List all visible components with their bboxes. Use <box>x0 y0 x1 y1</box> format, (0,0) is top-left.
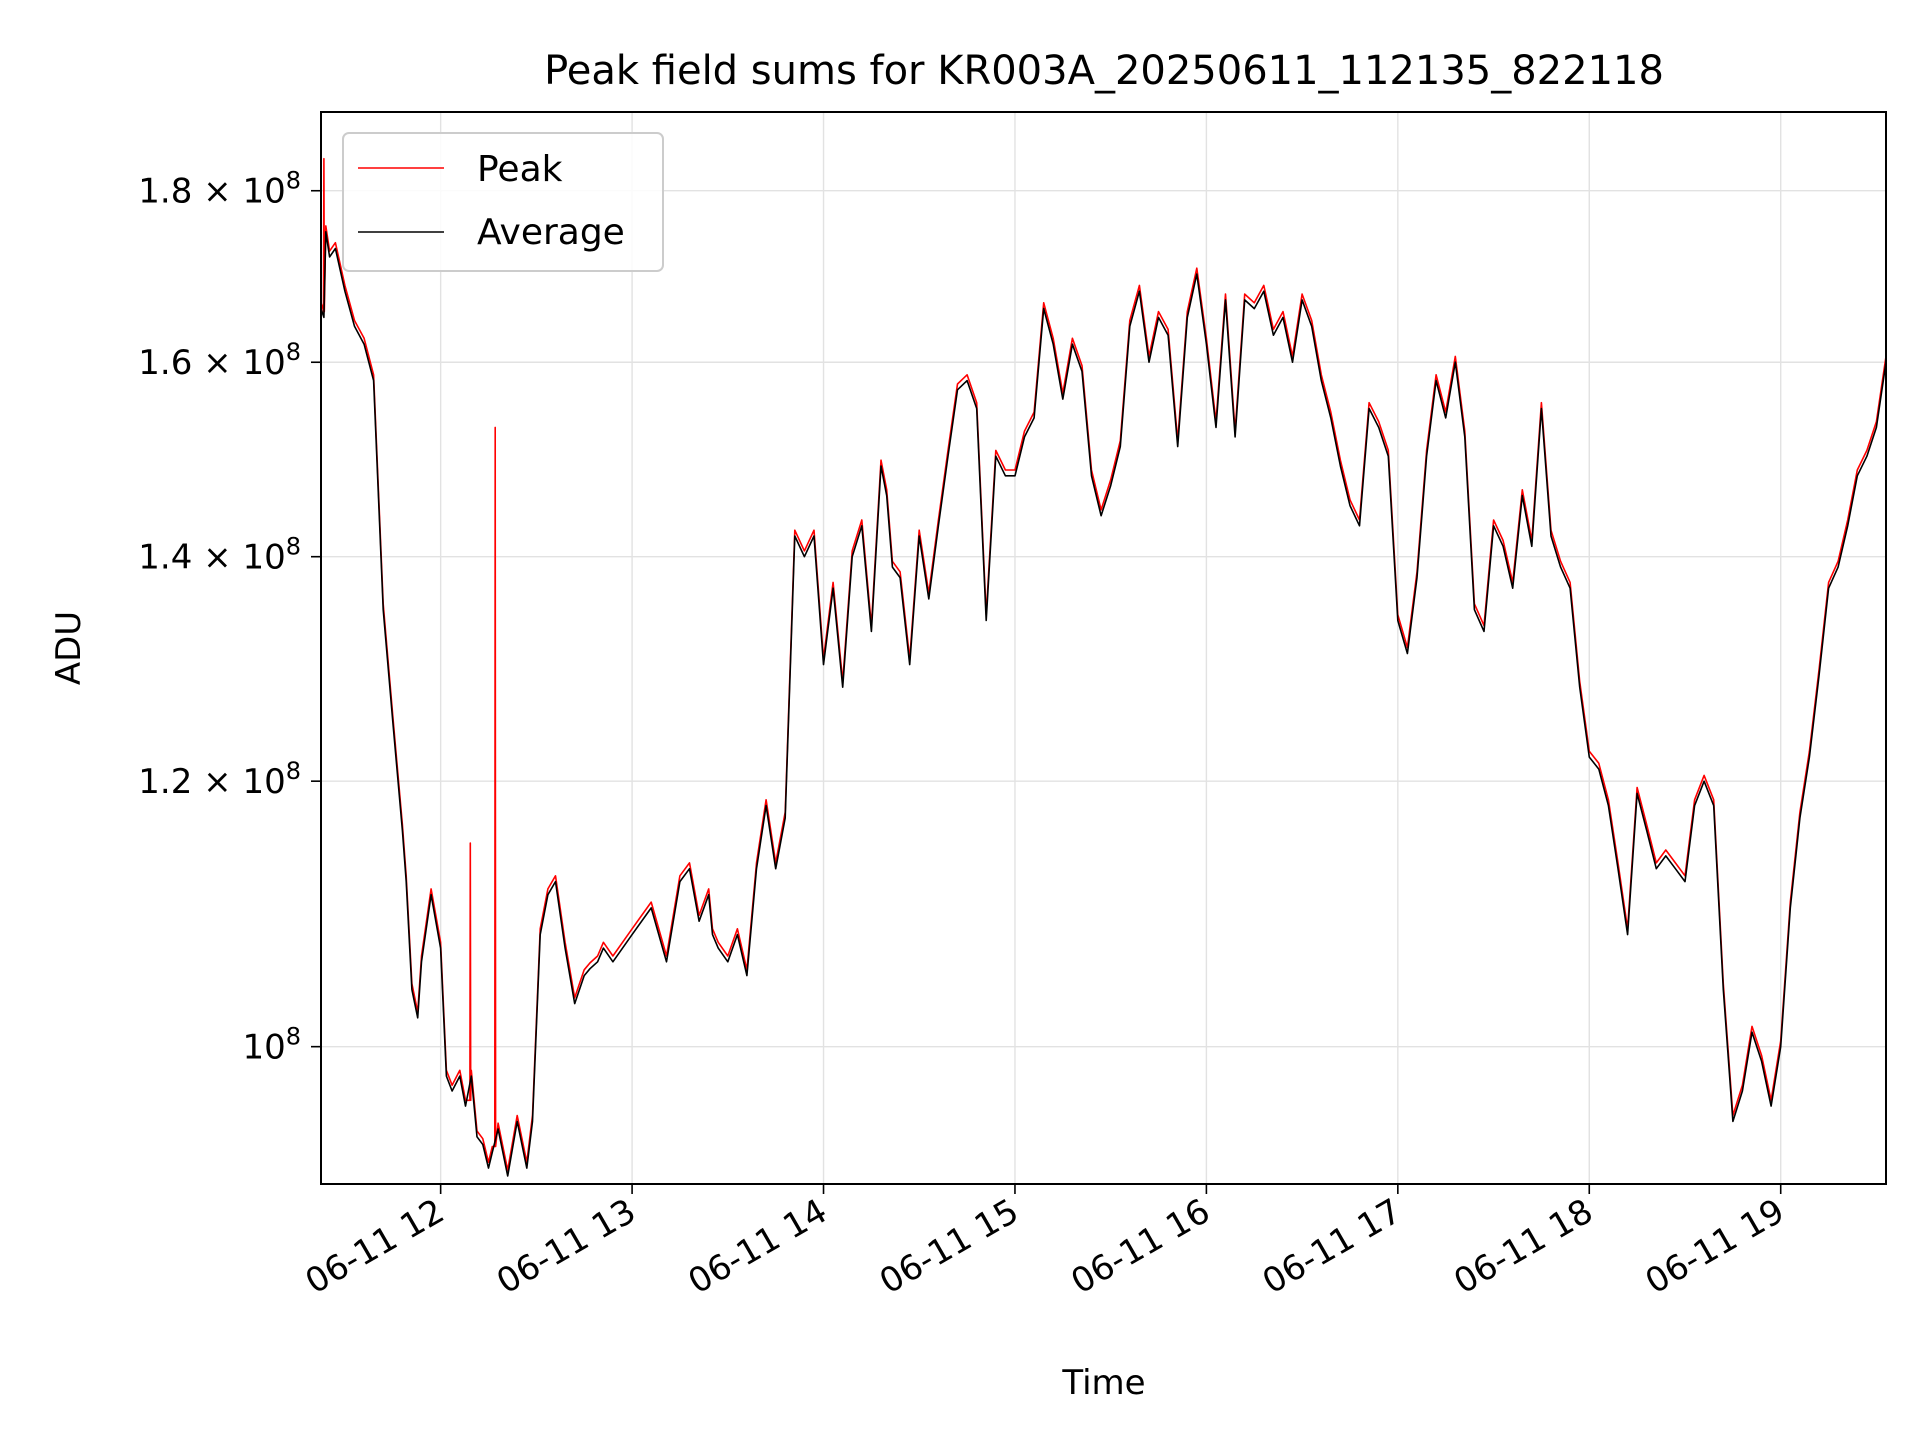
y-tick-label: 1.6 × 108 <box>138 338 301 383</box>
chart-title: Peak field sums for KR003A_20250611_1121… <box>544 48 1664 94</box>
series-line-average <box>320 231 1887 1177</box>
y-tick-base: 10 <box>242 172 285 212</box>
legend-average-label: Average <box>477 212 625 253</box>
y-tick-base: 10 <box>242 762 285 802</box>
x-axis-label: Time <box>1061 1363 1145 1403</box>
y-axis-label: ADU <box>49 611 89 685</box>
y-tick-exponent: 8 <box>286 533 301 561</box>
y-tick-mantissa: 1.8 × <box>138 172 242 212</box>
grid <box>321 112 1886 1184</box>
y-tick-exponent: 8 <box>286 1023 301 1051</box>
y-tick-label: 108 <box>242 1023 301 1068</box>
y-tick-label: 1.4 × 108 <box>138 533 301 578</box>
series-line-peak <box>320 157 1887 1171</box>
legend-peak-label: Peak <box>477 149 563 190</box>
y-tick-base: 10 <box>242 1028 285 1068</box>
axes-frame <box>320 111 1887 1185</box>
legend: Peak Average <box>342 132 664 272</box>
y-tick-mantissa: 1.4 × <box>138 538 242 578</box>
series-area <box>320 157 1887 1177</box>
y-tick-exponent: 8 <box>286 167 301 195</box>
y-tick-base: 10 <box>242 538 285 578</box>
y-tick-mantissa: 1.6 × <box>138 343 242 383</box>
y-tick-base: 10 <box>242 343 285 383</box>
y-tick-exponent: 8 <box>286 338 301 366</box>
y-tick-exponent: 8 <box>286 757 301 785</box>
y-tick-label: 1.8 × 108 <box>138 167 301 212</box>
y-tick-mantissa: 1.2 × <box>138 762 242 802</box>
y-tick-label: 1.2 × 108 <box>138 757 301 802</box>
